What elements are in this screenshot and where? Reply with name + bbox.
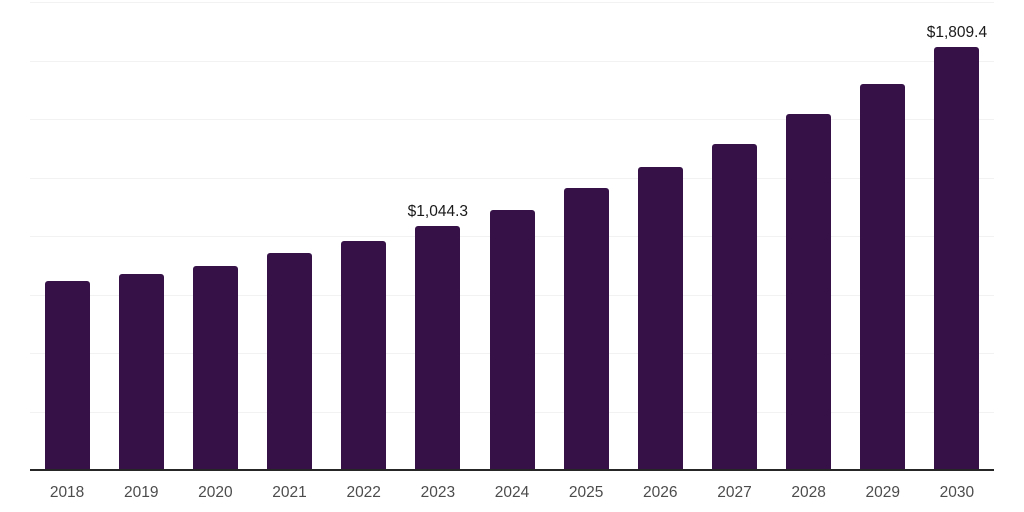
x-axis-tick-label-2024: 2024 [494,484,530,501]
bar-2018[interactable] [44,280,90,470]
bar-value-label-2030: $1,809.4 [926,23,988,41]
x-axis-tick-label-2020: 2020 [198,484,233,501]
x-axis-tick-label-2029: 2029 [865,484,901,501]
x-axis-tick-label-2019: 2019 [123,484,159,501]
x-axis-tick-label-2025: 2025 [568,484,604,501]
x-axis-tick-label-2018: 2018 [49,484,85,501]
x-axis-tick-label-2021: 2021 [272,484,307,501]
x-axis-tick-label-2023: 2023 [420,484,456,501]
x-axis-tick-label-2027: 2027 [717,484,752,501]
gridline [30,177,994,179]
bar-value-label-2023: $1,044.3 [407,202,469,220]
bar-2019[interactable] [118,274,164,470]
bar-2028[interactable] [786,113,832,470]
x-axis-tick-label-2022: 2022 [346,484,381,501]
x-axis-tick-label-2030: 2030 [939,484,975,501]
gridline [30,2,994,3]
bar-2030[interactable] [934,46,980,470]
x-axis-line [30,469,994,471]
bar-2025[interactable] [563,188,609,470]
bar-2023[interactable] [415,225,461,470]
gridline [30,60,994,62]
x-axis-tick-label-2028: 2028 [791,484,826,501]
bar-2021[interactable] [267,253,313,470]
x-axis-tick-label-2026: 2026 [643,484,678,501]
bar-2020[interactable] [192,265,238,470]
bar-2022[interactable] [341,241,387,470]
bar-2024[interactable] [489,210,535,470]
bar-2029[interactable] [860,83,906,470]
bar-2027[interactable] [711,143,757,470]
gridline [30,119,994,120]
bar-2026[interactable] [637,166,683,470]
